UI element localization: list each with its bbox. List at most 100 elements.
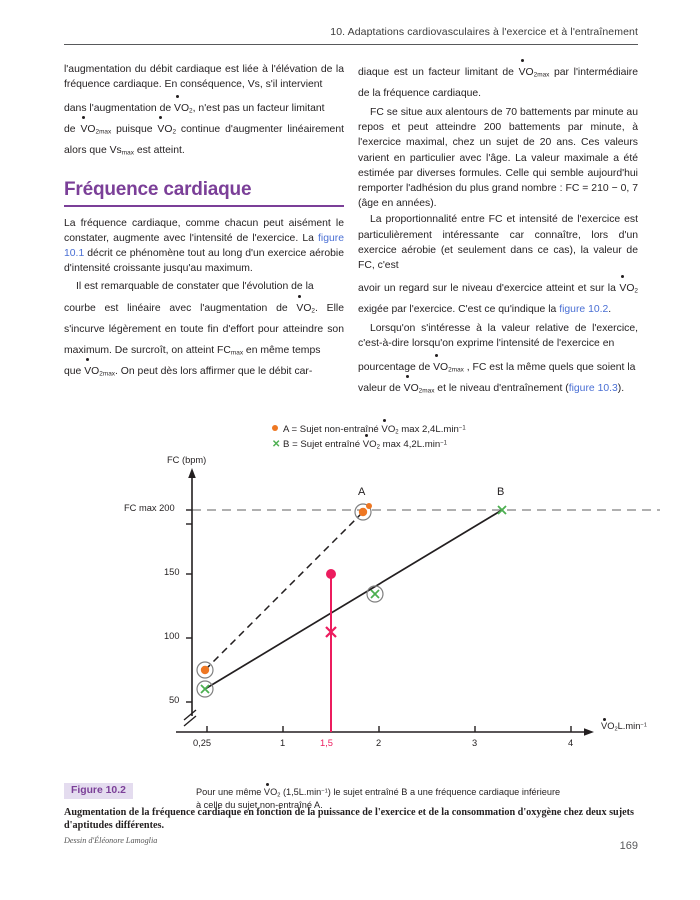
y-axis-label: FC (bpm) <box>167 455 207 465</box>
legend-label-b-post: max 4,2L.min <box>379 439 441 450</box>
text-fragment: décrit ce phénomène tout au long d'un ex… <box>64 248 344 275</box>
text-fragment: , FC est la même quels que soient la <box>463 361 636 373</box>
paragraph-2: La fréquence cardiaque, comme chacun peu… <box>64 216 344 277</box>
point-label-b: B <box>497 486 505 498</box>
vo2-glyph: VO2 <box>263 783 281 799</box>
legend-label-b-pre: B = Sujet entraîné <box>283 439 363 450</box>
y-tick-label-50: 50 <box>169 695 180 705</box>
section-rule <box>64 205 344 207</box>
vo2max-glyph: VO2max <box>84 357 115 377</box>
text-sup: −1 <box>321 788 328 795</box>
chart-legend: A = Sujet non-entraîné VO2 max 2,4L.min−… <box>272 419 466 452</box>
text-fragment: et le niveau d'entraînement ( <box>434 382 569 394</box>
text-fragment: continue d'augmenter linéairement alors … <box>64 124 345 157</box>
text-fragment: ) le sujet entraîné B a une fréquence ca… <box>327 787 561 797</box>
cross-reference-figure-10-3[interactable]: figure 10.3 <box>568 382 618 394</box>
legend-sup-b: −1 <box>440 440 447 447</box>
text-fragment: diaque est un facteur limitant de <box>358 67 519 78</box>
vo2-glyph: VO2 <box>174 95 193 115</box>
text-fragment: ). <box>617 382 625 394</box>
x-axis-units-sup: −1 <box>640 722 647 729</box>
section-heading: Fréquence cardiaque <box>64 179 252 201</box>
figure-number-badge: Figure 10.2 <box>64 783 133 799</box>
y-tick-label-150: 150 <box>164 567 180 577</box>
vo2-glyph: VO2 <box>381 419 399 436</box>
paragraph-1c: de VO2max puisque VO2 continue d'augment… <box>64 116 345 161</box>
text-fragment: par l'intermédiaire de la fréquence card… <box>358 67 638 99</box>
legend-sup-a: −1 <box>458 425 466 432</box>
text-fragment: de <box>64 124 81 136</box>
vo2-glyph: VO2 <box>362 434 380 451</box>
marker-a-start <box>196 661 214 679</box>
paragraph-r2: FC se situe aux alentours de 70 battemen… <box>358 107 638 210</box>
legend-item-a: A = Sujet non-entraîné VO2 max 2,4L.min−… <box>272 419 466 437</box>
figure-caption-block: Figure 10.2 Augmentation de la fréquence… <box>64 780 644 845</box>
fcmax-label: FC max 200 <box>124 503 175 513</box>
cross-reference-figure-10-1[interactable]: figure 10.1 <box>64 233 344 260</box>
running-head: 10. Adaptations cardiovasculaires à l'ex… <box>330 26 638 38</box>
cross-reference-figure-10-2[interactable]: figure 10.2 <box>559 304 609 316</box>
vo2-glyph: VO2 <box>619 275 638 294</box>
text-fragment: (1,5L.min <box>280 787 322 797</box>
text-fragment: . <box>608 304 612 316</box>
paragraph-r5c: valeur de VO2max et le niveau d'entraîne… <box>358 374 638 399</box>
text-fragment: en même temps <box>243 344 321 356</box>
x-tick-label-025: 0,25 <box>193 738 212 748</box>
text-fragment: dans l'augmentation de <box>64 103 175 115</box>
vo2max-glyph: VO2max <box>433 353 464 373</box>
text-fragment: avoir un regard sur le niveau d'exercice… <box>358 283 620 295</box>
legend-item-b: ✕ B = Sujet entraîné VO2 max 4,2L.min−1 <box>272 434 466 452</box>
text-fragment: est atteint. <box>133 145 185 157</box>
paragraph-r5b: pourcentage de VO2max , FC est la même q… <box>358 353 638 378</box>
text-fragment: , n'est pas un facteur limitant <box>192 103 325 115</box>
subscript-max: max <box>121 149 134 157</box>
text-fragment: La fréquence cardiaque, comme chacun peu… <box>64 217 344 244</box>
highlight-point-a <box>326 569 336 579</box>
figure-10-2: A = Sujet non-entraîné VO2 max 2,4L.min−… <box>0 408 700 810</box>
marker-a-end <box>354 503 372 521</box>
x-tick-label-2: 2 <box>376 738 382 748</box>
x-axis-label: VO2L.min−1 <box>601 718 647 733</box>
paragraph-3c: que VO2max. On peut dès lors affirmer qu… <box>64 357 344 382</box>
paragraph-1b: dans l'augmentation de VO2, n'est pas un… <box>64 95 344 119</box>
x-tick-label-15: 1,5 <box>320 738 333 748</box>
legend-label-a-post: max 2,4L.min <box>398 424 459 435</box>
paragraph-3a: Il est remarquable de constater que l'év… <box>76 280 314 292</box>
page-number: 169 <box>619 840 638 852</box>
marker-b-start <box>196 680 214 698</box>
text-fragment: . Elle s'incurve légèrement en toute fin… <box>64 302 344 356</box>
vo2-glyph: VO2 <box>296 294 315 314</box>
vo2max-glyph: VO2max <box>519 59 549 78</box>
y-axis-arrow-icon <box>188 468 196 478</box>
paragraph-1a: l'augmentation du débit cardiaque est li… <box>64 64 344 91</box>
paragraph-r1: diaque est un facteur limitant de VO2max… <box>358 59 638 104</box>
right-column: diaque est un facteur limitant de VO2max… <box>358 59 638 399</box>
text-fragment: valeur de <box>358 382 404 394</box>
chart-note-line-1: Pour une même VO2 (1,5L.min−1) le sujet … <box>196 783 596 799</box>
chart-note: Pour une même VO2 (1,5L.min−1) le sujet … <box>196 783 596 811</box>
x-tick-label-4: 4 <box>568 738 574 748</box>
y-tick-label-100: 100 <box>164 631 180 641</box>
highlight-point-b <box>325 626 337 638</box>
text-fragment: exigée par l'exercice. C'est ce qu'indiq… <box>358 304 560 316</box>
subscript-max: max <box>230 349 244 357</box>
paragraph-r3: La proportionnalité entre FC et intensit… <box>358 214 638 272</box>
vo2-glyph: VO2 <box>601 718 618 733</box>
x-tick-label-3: 3 <box>472 738 478 748</box>
axis-break-mark-1 <box>183 709 197 721</box>
legend-marker-cross-icon: ✕ <box>272 439 281 450</box>
series-b-line <box>204 509 503 690</box>
marker-b-mid <box>366 585 384 603</box>
text-fragment: pourcentage de <box>358 361 434 373</box>
paragraph-r4: avoir un regard sur le niveau d'exercice… <box>358 275 638 320</box>
vo2max-glyph: VO2max <box>80 116 111 136</box>
x-tick-label-1: 1 <box>280 738 286 748</box>
paragraph-3b: courbe est linéaire avec l'augmentation … <box>64 294 344 361</box>
axis-break-mark-2 <box>183 715 197 727</box>
left-column: l'augmentation du débit cardiaque est li… <box>64 62 344 382</box>
vo2-glyph: VO2 <box>157 116 176 136</box>
legend-marker-circle-icon <box>272 425 278 431</box>
text-fragment: Pour une même <box>196 787 264 797</box>
x-axis-arrow-icon <box>584 728 594 736</box>
